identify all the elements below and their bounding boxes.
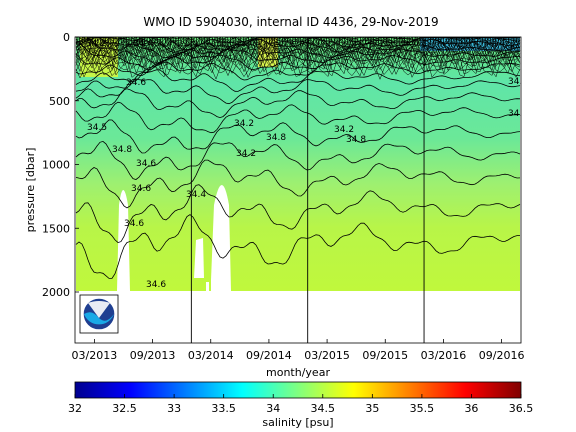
- contour-label: 34.6: [124, 219, 144, 229]
- contour-line: [75, 184, 521, 244]
- y-axis-label: pressure [dbar]: [24, 148, 37, 233]
- contour-label: 34.6: [136, 159, 156, 169]
- chart-title: WMO ID 5904030, internal ID 4436, 29-Nov…: [143, 15, 438, 29]
- contour-label: 34.2: [86, 39, 106, 49]
- contour-line: [75, 38, 521, 59]
- contour-labels: 34.2 34.4 34.6 34.8 34.6 34.5 34.4 34.3 34.2 34.2…: [86, 39, 528, 290]
- x-axis-label: month/year: [266, 366, 330, 379]
- contour-line: [75, 42, 521, 73]
- x-tick-label: 03/2015: [304, 349, 350, 362]
- contour-line: [75, 78, 521, 105]
- y-axis: 0 500 1000 1500 2000: [42, 31, 79, 299]
- missing-data-gap-1: [117, 190, 130, 291]
- colorbar-tick-label: 36.5: [509, 402, 534, 415]
- x-tick-label: 09/2013: [130, 349, 176, 362]
- contour-line: [75, 101, 521, 134]
- missing-data-gap-4: [206, 282, 209, 292]
- contour-label: 34.8: [346, 135, 366, 145]
- x-tick-label: 03/2013: [72, 349, 118, 362]
- contour-label: 34.2: [334, 125, 354, 135]
- colorbar-tick-label: 35.5: [410, 402, 435, 415]
- x-tick-label: 09/2016: [479, 349, 525, 362]
- x-axis: 03/2013 09/2013 03/2014 09/2014 03/2015 09/20…: [72, 339, 525, 362]
- y-tick-label: 1500: [42, 222, 70, 235]
- contour-line: [75, 40, 521, 68]
- plot-frame: [74, 36, 522, 344]
- colorbar-tick-label: 33.5: [211, 402, 236, 415]
- contour-line: [75, 88, 521, 119]
- contour-line: [75, 140, 521, 180]
- contour-line: [75, 43, 521, 74]
- x-tick-label: 03/2016: [421, 349, 467, 362]
- contour-label: 34.4: [186, 190, 206, 200]
- contour-label: 34.8: [266, 133, 286, 143]
- profile-ticks: [76, 37, 517, 47]
- contour-line: [75, 214, 521, 279]
- colorbar-tick-label: 32: [68, 402, 82, 415]
- x-tick-label: 09/2014: [246, 349, 292, 362]
- contour-line: [75, 159, 521, 209]
- colorbar-tick-label: 34: [266, 402, 280, 415]
- contour-line: [75, 61, 521, 85]
- colorbar-tick-label: 34.5: [311, 402, 336, 415]
- colorbar-ramp: [74, 381, 522, 399]
- x-tick-label: 09/2015: [362, 349, 408, 362]
- colorbar-tick-label: 32.5: [112, 402, 137, 415]
- y-tick-label: 500: [49, 95, 70, 108]
- y-tick-label: 2000: [42, 286, 70, 299]
- colorbar-tick-label: 35: [365, 402, 379, 415]
- colorbar-label: salinity [psu]: [262, 416, 333, 429]
- contour-line: [75, 39, 521, 67]
- colorbar: 32 32.5 33 33.5 34 34.5 35 35.5 36 36.5 salinity …: [68, 381, 533, 429]
- contour-label: 34.2: [236, 149, 256, 159]
- y-tick-label: 0: [63, 31, 70, 44]
- contour-line: [75, 41, 521, 71]
- missing-data-gap-2: [194, 238, 204, 278]
- contour-label: 34.4: [508, 77, 528, 87]
- contour-line: [75, 119, 521, 154]
- contour-label: 34.4: [133, 39, 153, 49]
- contour-label: 34.3: [508, 109, 528, 119]
- contour-line: [75, 69, 521, 92]
- colorbar-tick-label: 33: [167, 402, 181, 415]
- contour-line: [75, 46, 521, 81]
- missing-data-gap-3: [211, 185, 231, 291]
- plot-area: 34.2 34.4 34.6 34.8 34.6 34.5 34.4 34.3 34.2 34.2…: [75, 37, 528, 343]
- y-tick-label: 1000: [42, 159, 70, 172]
- contour-label: 34.6: [126, 78, 146, 88]
- contour-label: 34.2: [234, 119, 254, 129]
- contour-line: [75, 44, 521, 77]
- year-separators: [190, 37, 425, 343]
- contour-label: 34.6: [131, 184, 151, 194]
- contour-label: 34.5: [87, 123, 107, 133]
- colorbar-ticks: 32 32.5 33 33.5 34 34.5 35 35.5 36 36.5: [68, 394, 533, 415]
- x-tick-label: 03/2014: [188, 349, 234, 362]
- noaa-logo: [79, 294, 119, 334]
- colorbar-tick-label: 36: [464, 402, 478, 415]
- contour-label: 34.8: [112, 145, 132, 155]
- contour-label: 34.6: [146, 280, 166, 290]
